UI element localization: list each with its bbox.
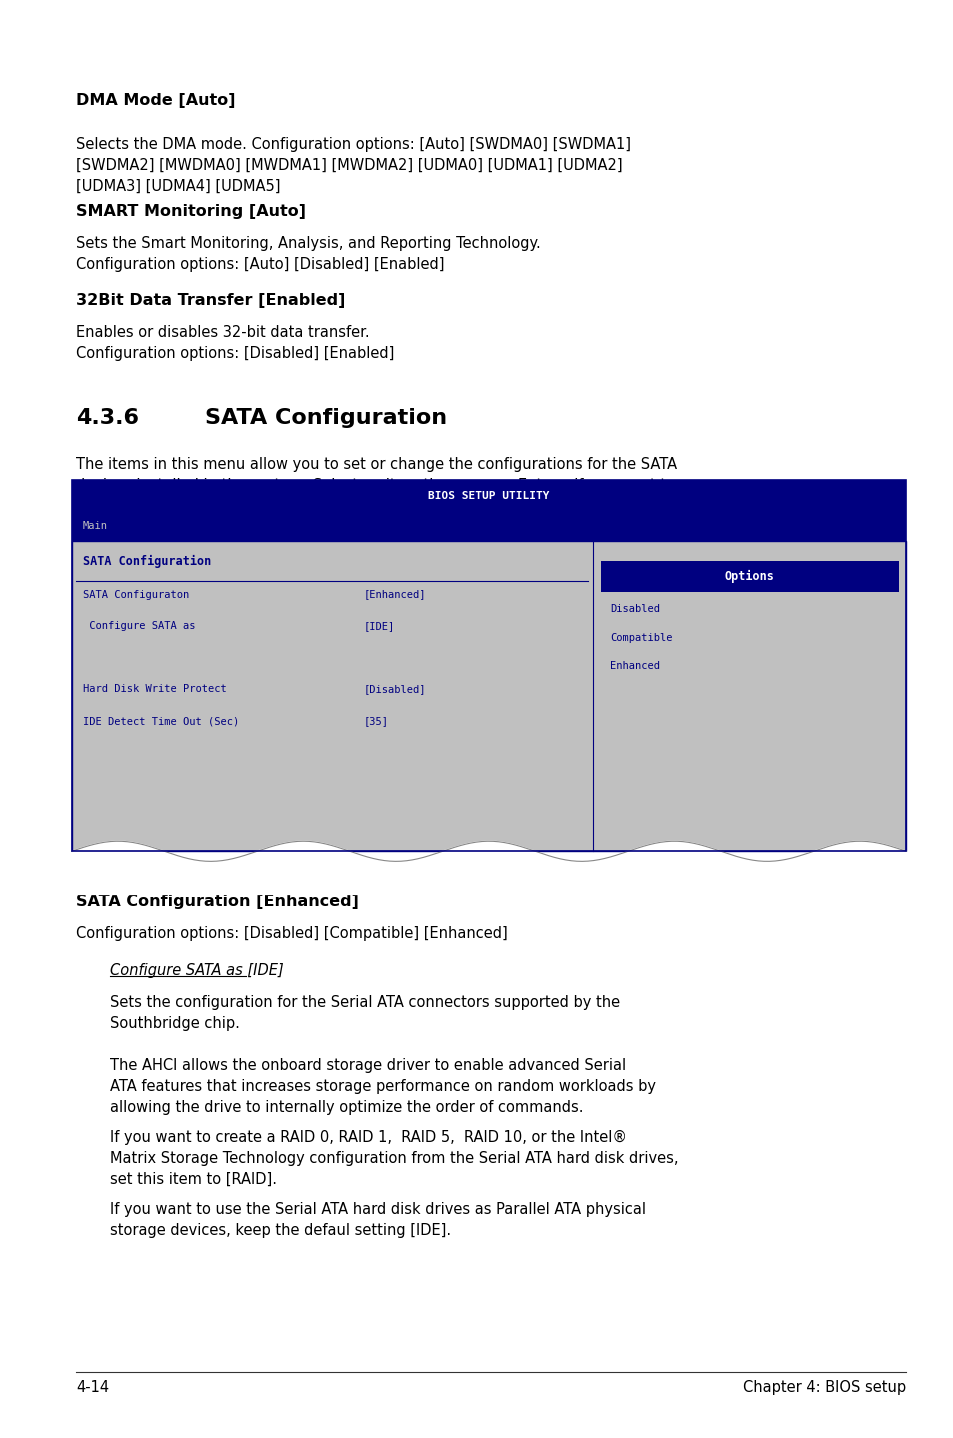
Text: Compatible: Compatible [610,633,672,643]
Text: Configure SATA as [IDE]: Configure SATA as [IDE] [110,963,283,978]
Text: SATA Configuration [Enhanced]: SATA Configuration [Enhanced] [76,894,359,909]
Text: Configure SATA as: Configure SATA as [83,621,195,631]
Text: Options: Options [724,569,774,584]
Bar [71,480,905,512]
Text: If you want to use the Serial ATA hard disk drives as Parallel ATA physical
stor: If you want to use the Serial ATA hard d… [110,1202,645,1238]
Text: Disabled: Disabled [610,604,659,614]
Text: 4-14: 4-14 [76,1380,110,1395]
Text: [35]: [35] [363,716,388,726]
Bar [71,541,905,851]
Bar [600,561,898,592]
Text: Hard Disk Write Protect: Hard Disk Write Protect [83,684,227,695]
Text: [Disabled]: [Disabled] [363,684,426,695]
Text: Selects the DMA mode. Configuration options: [Auto] [SWDMA0] [SWDMA1]
[SWDMA2] [: Selects the DMA mode. Configuration opti… [76,137,631,194]
Text: SMART Monitoring [Auto]: SMART Monitoring [Auto] [76,204,306,219]
Text: [IDE]: [IDE] [363,621,395,631]
Text: IDE Detect Time Out (Sec): IDE Detect Time Out (Sec) [83,716,239,726]
Text: SATA Configuration: SATA Configuration [83,555,211,568]
Text: Enhanced: Enhanced [610,661,659,672]
Bar [71,480,905,851]
Text: Chapter 4: BIOS setup: Chapter 4: BIOS setup [742,1380,905,1395]
Text: Configuration options: [Disabled] [Compatible] [Enhanced]: Configuration options: [Disabled] [Compa… [76,926,508,940]
Polygon shape [71,841,905,894]
Text: The items in this menu allow you to set or change the configurations for the SAT: The items in this menu allow you to set … [76,457,677,515]
Text: [Enhanced]: [Enhanced] [363,590,426,600]
Text: DMA Mode [Auto]: DMA Mode [Auto] [76,93,235,108]
Text: Main: Main [83,522,108,531]
Text: The AHCI allows the onboard storage driver to enable advanced Serial
ATA feature: The AHCI allows the onboard storage driv… [110,1058,655,1116]
Text: SATA Configuraton: SATA Configuraton [83,590,189,600]
Text: Sets the Smart Monitoring, Analysis, and Reporting Technology.
Configuration opt: Sets the Smart Monitoring, Analysis, and… [76,236,540,272]
Text: BIOS SETUP UTILITY: BIOS SETUP UTILITY [428,492,549,500]
Bar [71,512,905,541]
Text: 32Bit Data Transfer [Enabled]: 32Bit Data Transfer [Enabled] [76,293,345,308]
Text: 4.3.6: 4.3.6 [76,408,139,429]
Text: Enables or disables 32-bit data transfer.
Configuration options: [Disabled] [Ena: Enables or disables 32-bit data transfer… [76,325,395,361]
Text: Sets the configuration for the Serial ATA connectors supported by the
Southbridg: Sets the configuration for the Serial AT… [110,995,619,1031]
Text: If you want to create a RAID 0, RAID 1,  RAID 5,  RAID 10, or the Intel®
Matrix : If you want to create a RAID 0, RAID 1, … [110,1130,678,1188]
Text: SATA Configuration: SATA Configuration [205,408,447,429]
